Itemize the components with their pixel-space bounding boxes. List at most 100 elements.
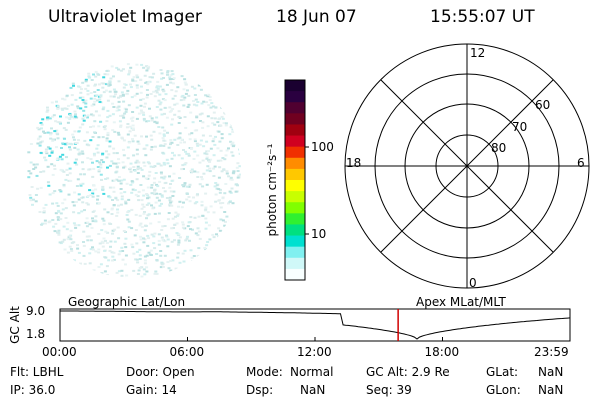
uv-speckle bbox=[32, 168, 36, 170]
uv-speckle bbox=[91, 248, 95, 251]
uv-speckle bbox=[99, 263, 103, 266]
uv-speckle bbox=[198, 237, 202, 240]
uv-speckle bbox=[86, 89, 90, 92]
uv-speckle bbox=[159, 69, 163, 71]
uv-speckle bbox=[221, 117, 225, 120]
uv-speckle bbox=[181, 184, 185, 186]
uv-speckle bbox=[68, 167, 72, 170]
uv-speckle bbox=[77, 198, 81, 201]
uv-speckle bbox=[201, 185, 205, 188]
uv-speckle bbox=[72, 204, 76, 207]
uv-speckle bbox=[122, 148, 125, 151]
uv-speckle bbox=[85, 217, 89, 220]
uv-speckle bbox=[180, 138, 184, 141]
uv-speckle bbox=[91, 161, 94, 164]
uv-speckle bbox=[146, 161, 150, 164]
uv-speckle bbox=[195, 201, 199, 204]
uv-speckle bbox=[187, 196, 191, 198]
info-glat-label: GLat: bbox=[486, 365, 519, 379]
uv-speckle bbox=[40, 140, 44, 143]
uv-speckle bbox=[61, 202, 65, 205]
uv-speckle bbox=[219, 124, 223, 127]
uv-speckle bbox=[93, 84, 97, 87]
uv-speckle bbox=[224, 220, 227, 223]
uv-speckle bbox=[144, 177, 148, 180]
uv-speckle bbox=[51, 202, 55, 205]
uv-speckle bbox=[146, 83, 150, 86]
uv-speckle bbox=[43, 219, 47, 222]
uv-speckle bbox=[171, 73, 175, 76]
uv-speckle bbox=[221, 202, 225, 204]
uv-speckle bbox=[174, 267, 178, 270]
uv-speckle bbox=[170, 204, 174, 207]
uv-speckle bbox=[231, 154, 235, 157]
uv-speckle bbox=[81, 168, 85, 171]
uv-speckle bbox=[148, 115, 152, 118]
uv-speckle bbox=[62, 238, 66, 241]
uv-speckle bbox=[46, 181, 50, 184]
uv-speckle bbox=[158, 193, 162, 195]
uv-speckle bbox=[136, 261, 140, 264]
uv-speckle bbox=[117, 100, 121, 103]
time-tick-label: 23:59 bbox=[534, 345, 569, 359]
uv-speckle bbox=[135, 63, 139, 66]
uv-speckle bbox=[150, 146, 154, 148]
uv-speckle bbox=[167, 212, 171, 214]
uv-speckle bbox=[76, 178, 80, 181]
uv-speckle bbox=[182, 260, 186, 263]
colorbar-band bbox=[285, 91, 305, 103]
uv-speckle bbox=[139, 167, 143, 170]
uv-speckle bbox=[224, 154, 228, 157]
uv-speckle bbox=[124, 246, 128, 249]
uv-speckle bbox=[192, 255, 196, 257]
uv-speckle bbox=[124, 200, 128, 203]
uv-speckle bbox=[140, 275, 144, 278]
uv-speckle bbox=[158, 85, 162, 88]
uv-speckle bbox=[187, 185, 191, 188]
uv-speckle bbox=[131, 124, 135, 127]
uv-speckle bbox=[115, 66, 119, 69]
uv-speckle bbox=[168, 186, 172, 189]
uv-speckle bbox=[154, 270, 158, 273]
uv-speckle bbox=[170, 109, 173, 112]
uv-speckle bbox=[181, 168, 185, 170]
uv-speckle bbox=[231, 128, 235, 131]
uv-speckle bbox=[62, 183, 66, 186]
uv-speckle bbox=[45, 110, 49, 113]
uv-speckle bbox=[143, 74, 147, 77]
uv-speckle bbox=[135, 74, 139, 77]
uv-speckle bbox=[160, 229, 164, 231]
uv-speckle bbox=[97, 251, 101, 254]
uv-speckle bbox=[166, 73, 169, 76]
uv-speckle bbox=[66, 238, 70, 241]
uv-speckle bbox=[214, 106, 218, 109]
info-seq: Seq: 39 bbox=[366, 383, 412, 397]
uv-speckle bbox=[94, 188, 98, 191]
uv-speckle bbox=[117, 109, 121, 112]
uv-speckle bbox=[79, 183, 83, 186]
uv-speckle bbox=[217, 199, 221, 202]
uv-speckle bbox=[193, 150, 197, 153]
uv-speckle bbox=[64, 128, 68, 131]
uv-speckle bbox=[136, 273, 140, 275]
uv-speckle bbox=[237, 174, 241, 177]
uv-speckle bbox=[102, 192, 106, 195]
uv-speckle bbox=[91, 220, 95, 223]
uv-speckle bbox=[120, 136, 124, 139]
uv-speckle bbox=[101, 136, 105, 139]
uv-speckle bbox=[137, 199, 141, 202]
uv-speckle bbox=[38, 211, 42, 213]
uv-speckle bbox=[126, 123, 130, 125]
uv-speckle bbox=[69, 179, 73, 182]
uv-speckle bbox=[163, 106, 167, 109]
uv-speckle bbox=[152, 90, 156, 93]
uv-speckle bbox=[121, 250, 125, 252]
uv-speckle bbox=[106, 211, 110, 214]
uv-speckle bbox=[49, 133, 53, 136]
uv-speckle bbox=[83, 139, 87, 142]
uv-speckle bbox=[111, 232, 114, 235]
uv-speckle bbox=[201, 134, 205, 137]
uv-speckle bbox=[204, 248, 208, 251]
uv-speckle bbox=[72, 211, 76, 214]
uv-speckle bbox=[205, 153, 209, 156]
